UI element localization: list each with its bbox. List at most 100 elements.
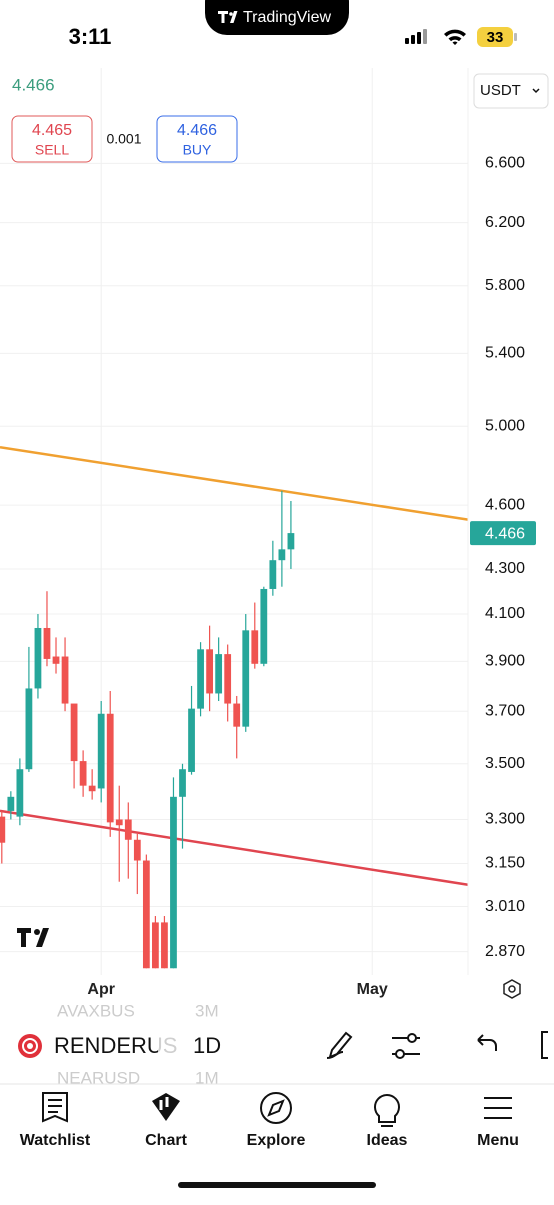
tab-label[interactable]: Chart bbox=[145, 1132, 187, 1149]
grid bbox=[0, 68, 468, 975]
y-tick-label: 4.300 bbox=[485, 560, 525, 577]
y-tick-label: 4.100 bbox=[485, 605, 525, 622]
prev-interval: 3M bbox=[195, 1001, 219, 1020]
x-tick-label: Apr bbox=[87, 981, 115, 998]
candle-body bbox=[188, 708, 195, 772]
tab-label[interactable]: Ideas bbox=[367, 1132, 408, 1149]
candle-body bbox=[133, 839, 141, 861]
y-tick-label: 5.400 bbox=[485, 345, 525, 362]
currency-select[interactable] bbox=[473, 73, 549, 109]
candle-body bbox=[16, 769, 24, 817]
signal-icon bbox=[405, 29, 427, 44]
candle-body bbox=[88, 785, 96, 792]
candle-body bbox=[242, 630, 250, 727]
sell-label: SELL bbox=[35, 142, 69, 158]
tv-watermark-dot bbox=[34, 929, 40, 935]
candle-body bbox=[97, 713, 105, 789]
toolbar bbox=[0, 1025, 554, 1067]
sell-button[interactable] bbox=[11, 115, 93, 163]
y-tick-label: 3.500 bbox=[485, 755, 525, 772]
buy-price: 4.466 bbox=[177, 122, 217, 139]
symbol-logo-core bbox=[27, 1043, 33, 1049]
tv-logo-dot bbox=[229, 12, 233, 16]
indicators-icon[interactable] bbox=[392, 1033, 420, 1059]
candle-body bbox=[0, 816, 6, 843]
undo-icon[interactable] bbox=[477, 1034, 497, 1051]
y-tick-label: 3.900 bbox=[485, 653, 525, 670]
buy-label: BUY bbox=[183, 142, 212, 158]
candle-body bbox=[224, 654, 232, 704]
candle-body bbox=[233, 703, 241, 727]
fullscreen-icon[interactable] bbox=[541, 1031, 548, 1059]
symbol-fade bbox=[158, 1028, 178, 1066]
candle-body bbox=[161, 922, 168, 969]
chevron bbox=[532, 88, 540, 94]
y-tick-label: 3.010 bbox=[485, 898, 525, 915]
candle-body bbox=[79, 761, 87, 786]
axes: 6.600 6.200 5.800 5.400 5.000 4.600 4.300 4.100… bbox=[87, 68, 536, 998]
settings-icon[interactable] bbox=[503, 979, 521, 999]
trend-line bbox=[0, 446, 469, 521]
trend-line bbox=[0, 809, 469, 887]
candle-body bbox=[61, 656, 69, 704]
candle-body bbox=[251, 630, 259, 664]
candle-body bbox=[124, 819, 132, 840]
symbol-logo-ring bbox=[22, 1038, 38, 1054]
candle-body bbox=[52, 656, 60, 664]
app-name: TradingView bbox=[243, 9, 331, 26]
menu-icon bbox=[484, 1097, 512, 1119]
y-tick-label: 3.150 bbox=[485, 855, 525, 872]
candle-body bbox=[70, 703, 78, 762]
chart-icon-candles bbox=[159, 1097, 169, 1110]
tab-label[interactable]: Watchlist bbox=[20, 1132, 91, 1149]
time: 3:11 bbox=[69, 24, 112, 49]
candle-body bbox=[43, 627, 51, 659]
candle-body bbox=[197, 649, 204, 709]
last-price-tag bbox=[470, 521, 536, 546]
battery-cap bbox=[514, 33, 517, 41]
candle-body bbox=[179, 769, 186, 797]
spread: 0.001 bbox=[106, 131, 141, 147]
battery bbox=[477, 27, 513, 47]
ideas-icon bbox=[374, 1094, 400, 1127]
settings-icon-center bbox=[508, 985, 516, 993]
currency: USDT bbox=[480, 82, 521, 99]
buy-button[interactable] bbox=[156, 115, 238, 163]
x-tick-label: May bbox=[357, 981, 388, 998]
tab-label[interactable]: Menu bbox=[477, 1132, 519, 1149]
next-interval: 1M bbox=[195, 1068, 219, 1087]
home-indicator bbox=[178, 1182, 376, 1188]
candle-body bbox=[206, 649, 213, 694]
candle-body bbox=[34, 627, 42, 689]
candle-body bbox=[260, 588, 268, 664]
trend-lines bbox=[0, 446, 469, 887]
candle-body bbox=[115, 819, 123, 826]
candle-body bbox=[269, 560, 277, 589]
explore-needle bbox=[267, 1099, 285, 1117]
candle-body bbox=[142, 860, 150, 969]
explore-icon bbox=[260, 1092, 292, 1124]
y-tick-label: 6.600 bbox=[485, 155, 525, 172]
dynamic-island bbox=[205, 0, 349, 35]
tab-label[interactable]: Explore bbox=[247, 1132, 306, 1149]
interval[interactable]: 1D bbox=[193, 1033, 221, 1058]
y-tick-label: 6.200 bbox=[485, 214, 525, 231]
watchlist-icon bbox=[42, 1092, 68, 1123]
candle-body bbox=[7, 796, 15, 811]
draw-icon[interactable] bbox=[326, 1031, 353, 1059]
last-price: 4.466 bbox=[12, 75, 55, 94]
candle-body bbox=[152, 922, 159, 969]
y-tick-label: 2.870 bbox=[485, 943, 525, 960]
candle-body bbox=[25, 688, 33, 770]
sell-price: 4.465 bbox=[32, 122, 72, 139]
next-symbol: NEARUSD bbox=[57, 1068, 140, 1087]
wifi-icon bbox=[444, 29, 466, 45]
candle-body bbox=[287, 533, 295, 550]
y-tick-label: 3.700 bbox=[485, 702, 525, 719]
candle-body bbox=[215, 654, 223, 694]
symbol[interactable]: RENDERUS bbox=[54, 1033, 177, 1058]
candle-body bbox=[170, 796, 177, 969]
y-tick-label: 3.300 bbox=[485, 811, 525, 828]
